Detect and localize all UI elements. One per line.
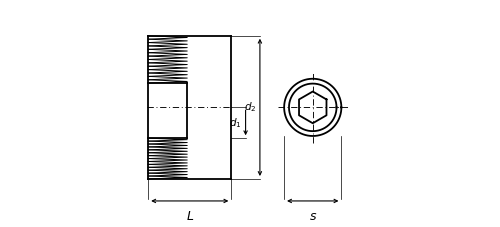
Text: $L$: $L$ xyxy=(186,210,194,223)
Text: $d_2$: $d_2$ xyxy=(244,101,256,114)
Text: $s$: $s$ xyxy=(308,210,317,223)
Text: $d_1$: $d_1$ xyxy=(229,116,241,130)
